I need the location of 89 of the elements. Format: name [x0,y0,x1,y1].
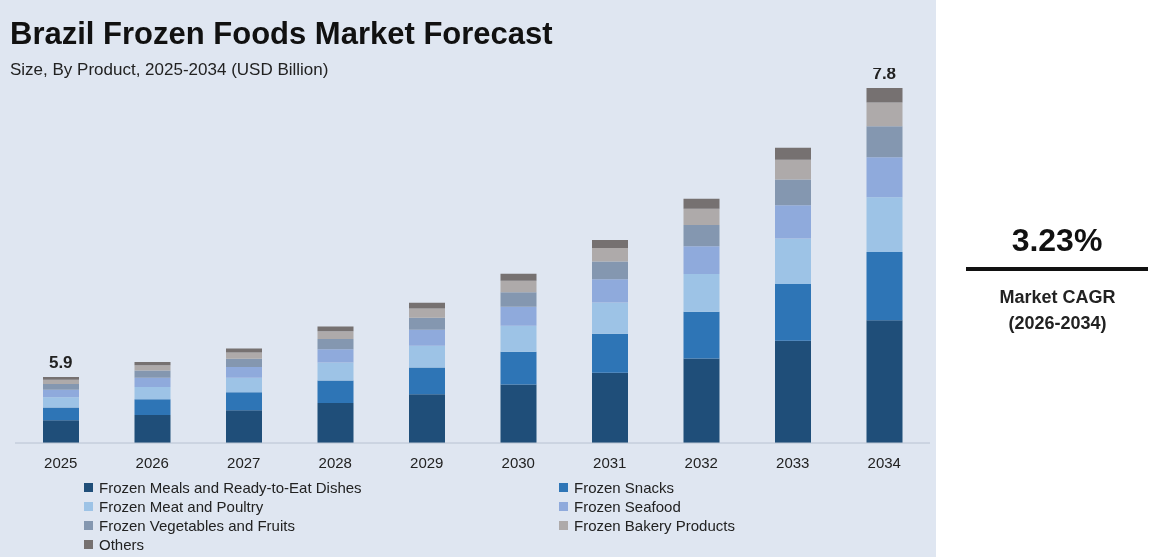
bar [775,238,811,284]
bar [683,358,720,443]
bar [683,246,720,275]
bar [43,384,79,390]
bar [592,248,628,262]
bar [134,370,171,378]
text: 3.23% [1010,222,1104,259]
bar [683,311,720,359]
bar [775,179,811,206]
bar [775,283,811,341]
bar [226,358,262,368]
x-tick-label: 2031 [593,453,627,471]
bar [43,376,79,380]
bar [317,362,354,381]
x-tick-label: 2025 [44,453,78,471]
x-tick-label: 2033 [776,453,810,471]
bar [409,394,445,443]
text: Market CAGR (2026-2034) [998,286,1117,335]
bar [683,274,720,312]
bar [317,331,354,339]
bar [226,392,262,411]
bar [775,147,811,160]
x-tick-label: 2028 [318,453,352,471]
bar [134,414,171,443]
bar [866,102,903,127]
bar [43,407,79,421]
bar [409,367,445,395]
bar [409,345,445,368]
bar [592,302,628,334]
bar [866,197,903,253]
bar [43,389,79,398]
chart-title: Brazil Frozen Foods Market Forecast [10,16,553,52]
x-tick-label: 2026 [135,453,169,471]
bar [317,338,354,350]
x-tick-label: 2032 [684,453,718,471]
annotation: 5.9 [48,352,73,372]
bar [226,410,262,443]
bar [317,349,354,363]
bar [500,306,537,326]
bar [866,157,903,198]
bar [500,292,537,307]
bar [500,325,537,352]
bar [43,379,79,385]
x-tick-label: 2027 [227,453,261,471]
bar [134,377,171,387]
legend-label: Frozen Vegetables and Fruits [99,516,295,534]
bar [226,377,262,393]
legend-label: Others [99,535,145,553]
bar [866,88,903,103]
bar [775,205,811,239]
bar [409,329,445,346]
bar [226,352,262,359]
bar [43,397,79,408]
bar [592,279,628,303]
bar [683,225,720,247]
legend-label: Frozen Snacks [574,478,675,496]
bar [592,261,628,280]
x-tick-label: 2029 [410,453,444,471]
legend-label: Frozen Seafood [574,497,681,515]
bar [43,420,79,443]
bar [592,239,628,249]
x-tick-label: 2030 [501,453,535,471]
bar [500,384,537,443]
bar [500,351,537,385]
bar [134,399,171,415]
legend-label: Frozen Meat and Poultry [99,497,264,515]
bar [134,365,171,371]
legend-label: Frozen Bakery Products [574,516,735,534]
bar [409,317,445,330]
legend-label: Frozen Meals and Ready-to-Eat Dishes [99,478,362,496]
bar [317,380,354,403]
bar [866,320,903,443]
bar [775,159,811,180]
bar [500,273,537,281]
x-tick-label: 2034 [867,453,901,471]
bar [134,362,171,366]
bar [775,340,811,443]
bar [226,367,262,378]
bar [866,126,903,158]
chart-subtitle: Size, By Product, 2025-2034 (USD Billion) [10,60,329,80]
bar [683,208,720,226]
bar [409,308,445,318]
bar [592,372,628,443]
bar [317,402,354,443]
bar [683,198,720,209]
bar [134,386,171,400]
bar [866,252,903,321]
bar [592,333,628,373]
bar [500,280,537,293]
